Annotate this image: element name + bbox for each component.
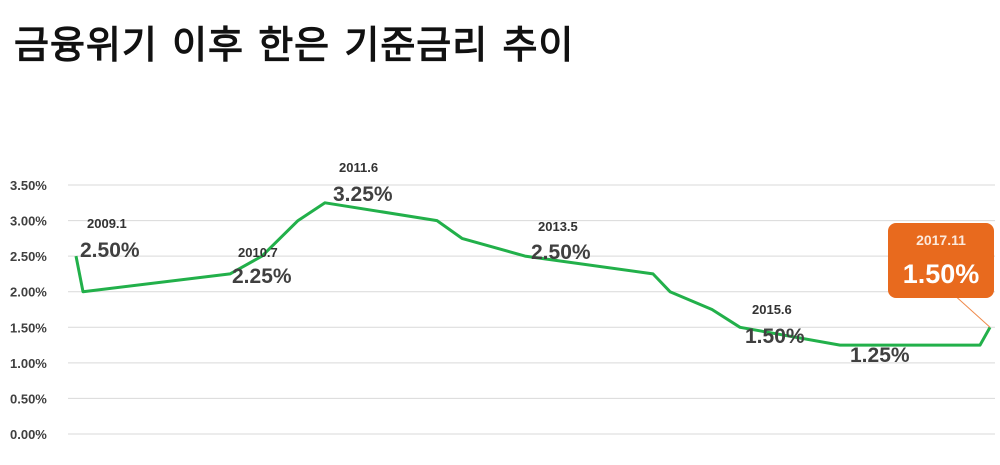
callout-date-label: 2017.11 [916, 232, 966, 248]
callout-box [888, 223, 994, 298]
y-tick-label: 2.00% [10, 285, 47, 300]
series-line [74, 201, 992, 347]
data-label-value: 2.50% [80, 239, 140, 262]
y-tick-label: 1.50% [10, 320, 47, 335]
data-label-date: 2009.1 [87, 216, 127, 231]
data-label-date: 2013.5 [538, 219, 578, 234]
y-tick-label: 3.50% [10, 178, 47, 193]
y-tick-label: 1.00% [10, 356, 47, 371]
data-label-value: 2.50% [531, 241, 591, 264]
y-tick-label: 2.50% [10, 249, 47, 264]
data-label-value: 2.25% [232, 265, 292, 288]
data-label-date: 2010.7 [238, 245, 278, 260]
callout-value-label: 1.50% [903, 259, 980, 289]
data-label-value: 3.25% [333, 183, 393, 206]
data-label-value: 1.50% [745, 325, 805, 348]
y-tick-label: 0.00% [10, 427, 47, 442]
chart-title: 금융위기 이후 한은 기준금리 추이 [14, 23, 575, 67]
data-label-date: 2015.6 [752, 302, 792, 317]
y-tick-label: 3.00% [10, 214, 47, 229]
data-label-date: 2011.6 [339, 160, 378, 175]
data-label-value: 1.25% [850, 344, 910, 367]
y-tick-label: 0.50% [10, 391, 47, 406]
callout-leader [951, 292, 991, 328]
